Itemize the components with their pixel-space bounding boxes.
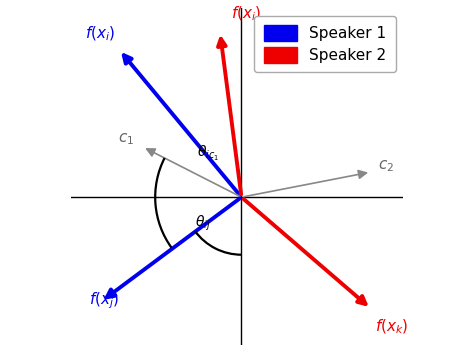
Text: $c_1$: $c_1$	[118, 132, 134, 147]
Text: $f(x_j)$: $f(x_j)$	[89, 291, 119, 311]
Text: $f(x_k)$: $f(x_k)$	[374, 318, 408, 336]
Text: $c_2$: $c_2$	[378, 159, 394, 174]
Legend: Speaker 1, Speaker 2: Speaker 1, Speaker 2	[255, 16, 396, 72]
Text: $f(x_i)$: $f(x_i)$	[231, 4, 261, 23]
Text: $\theta_{ij}$: $\theta_{ij}$	[195, 213, 210, 233]
Text: $\theta_{ic_1}$: $\theta_{ic_1}$	[197, 144, 219, 163]
Text: $f(x_i)$: $f(x_i)$	[85, 24, 116, 43]
